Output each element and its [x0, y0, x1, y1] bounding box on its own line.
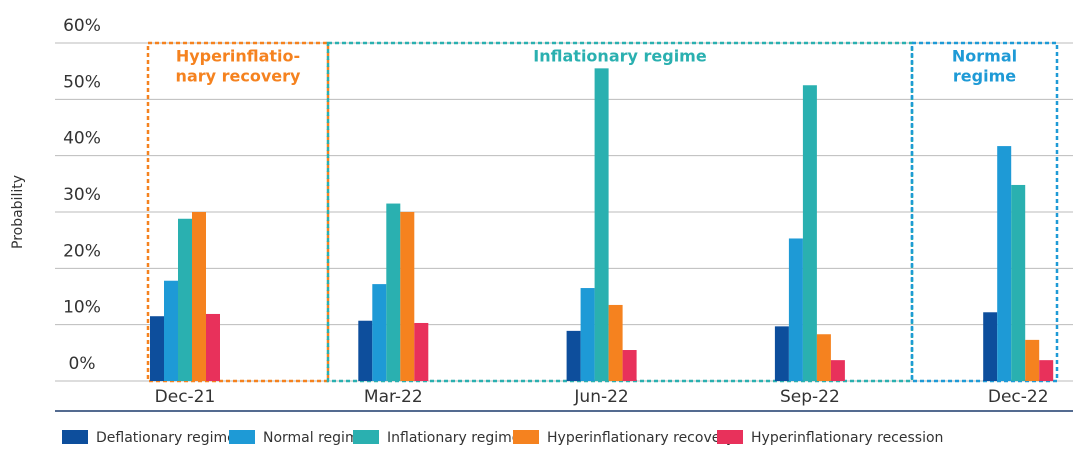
- legend-swatch: [513, 430, 539, 444]
- bar: [788, 238, 803, 381]
- bar: [566, 330, 581, 381]
- bar: [178, 218, 192, 381]
- legend-label: Normal regime: [263, 430, 367, 446]
- bar: [580, 288, 595, 381]
- bar: [414, 322, 429, 381]
- bar: [400, 212, 415, 381]
- bar: [206, 313, 220, 381]
- regime-label: nary recovery: [176, 67, 301, 86]
- legend-label: Hyperinflationary recovery: [547, 430, 734, 446]
- bar: [997, 146, 1012, 381]
- bar: [830, 360, 845, 381]
- regime-label: Inflationary regime: [533, 47, 707, 66]
- bar: [622, 350, 637, 381]
- bar: [608, 304, 623, 381]
- regime-label: Normal: [952, 47, 1017, 66]
- bar: [358, 320, 373, 381]
- bar: [802, 85, 817, 381]
- x-tick-label: Jun-22: [573, 387, 628, 407]
- y-tick-label: 0%: [69, 354, 96, 374]
- legend-label: Hyperinflationary recession: [751, 430, 943, 446]
- x-tick-label: Sep-22: [780, 387, 840, 407]
- legend-swatch: [717, 430, 743, 444]
- bar: [372, 284, 387, 381]
- bar: [983, 312, 998, 381]
- regime-label: regime: [953, 67, 1016, 86]
- legend-swatch: [62, 430, 88, 444]
- y-tick-label: 20%: [63, 241, 101, 261]
- y-axis-label: Probability: [10, 175, 26, 249]
- bar: [774, 326, 789, 381]
- legend-swatch: [353, 430, 379, 444]
- y-tick-label: 50%: [63, 72, 101, 92]
- bar: [150, 316, 164, 381]
- bar: [816, 334, 831, 381]
- bar: [386, 203, 401, 381]
- y-tick-label: 60%: [63, 16, 101, 36]
- x-tick-label: Dec-22: [988, 387, 1049, 407]
- bar: [164, 280, 178, 381]
- regime-label: Hyperinflatio-: [176, 47, 300, 66]
- legend-label: Inflationary regime: [387, 430, 520, 446]
- y-tick-label: 40%: [63, 129, 101, 149]
- y-tick-label: 10%: [63, 298, 101, 318]
- legend-label: Deflationary regime: [96, 430, 236, 446]
- bar: [192, 212, 206, 381]
- bar: [1025, 339, 1040, 381]
- x-tick-label: Mar-22: [364, 387, 423, 407]
- x-tick-label: Dec-21: [155, 387, 216, 407]
- bar: [1039, 360, 1054, 381]
- y-tick-label: 30%: [63, 185, 101, 205]
- bar: [594, 68, 609, 381]
- bar: [1011, 184, 1026, 381]
- legend-swatch: [229, 430, 255, 444]
